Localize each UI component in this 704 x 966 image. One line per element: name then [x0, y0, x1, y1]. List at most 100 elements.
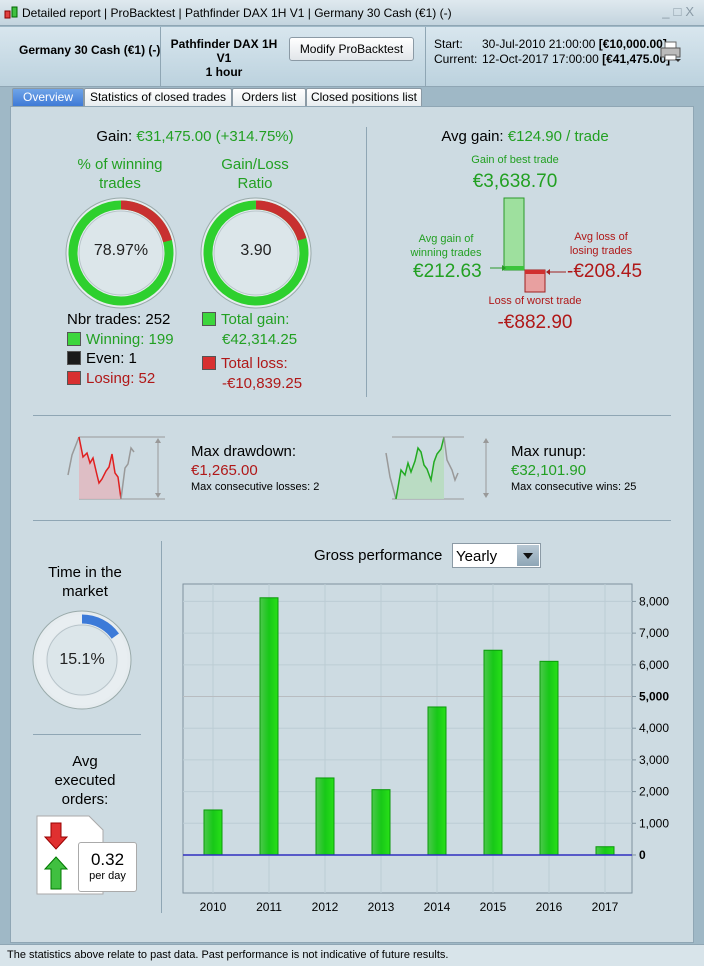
donut-fill: [120, 200, 172, 243]
winning-donut: [65, 197, 177, 309]
orders-value: 0.32: [90, 850, 125, 869]
bar-2015: [483, 649, 503, 856]
modify-probacktest-button[interactable]: Modify ProBacktest: [289, 37, 414, 61]
winning-swatch-icon: [67, 331, 81, 346]
timeframe: 1 hour: [205, 65, 243, 79]
y-tick-label: 1,000: [639, 816, 669, 830]
ratio-title: Ratio: [237, 175, 273, 192]
y-tick-label: 5,000: [639, 690, 669, 704]
orders-title: executed: [54, 772, 116, 789]
tab-orders-list[interactable]: Orders list: [232, 88, 306, 106]
title-part: Germany 30 Cash (€1) (-): [314, 6, 452, 20]
avg-loss-label: Avg loss of: [574, 231, 628, 243]
current-label: Current:: [434, 52, 478, 66]
bar-2013: [371, 789, 391, 856]
y-tick-label: 8,000: [639, 594, 669, 608]
time-market-value: 15.1%: [59, 651, 105, 668]
orders-title: Avg: [72, 753, 98, 770]
drawdown-sparkline: [67, 436, 165, 500]
bar-2011: [259, 597, 279, 856]
period-select[interactable]: Yearly: [452, 543, 541, 568]
drawdown-label: Max drawdown:: [191, 443, 297, 460]
start-value: [€10,000.00]: [598, 37, 667, 51]
window-title: Detailed report | ProBacktest | Pathfind…: [22, 6, 452, 20]
y-tick-label: 3,000: [639, 753, 669, 767]
start-date: 30-Jul-2010 21:00:00: [482, 37, 596, 51]
worst-trade-label: Loss of worst trade: [488, 295, 582, 307]
x-tick-label: 2013: [368, 900, 395, 914]
losing-count: Losing: 52: [86, 369, 156, 387]
bar-2014: [427, 706, 447, 856]
winning-count: Winning: 199: [86, 330, 174, 348]
orders-unit: per day: [89, 870, 126, 882]
gain-value: €31,475.00 (+314.75%): [136, 128, 294, 145]
total-loss-value: -€10,839.25: [222, 374, 303, 392]
avg-loss-label: losing trades: [569, 245, 633, 257]
gain-label: Gain:: [96, 128, 133, 145]
x-tick-label: 2014: [424, 900, 451, 914]
total-loss-label: Total loss:: [221, 355, 288, 372]
runup-value: €32,101.90: [511, 462, 587, 479]
winning-pct: 78.97%: [93, 242, 149, 259]
bar-2012: [315, 777, 335, 856]
bar-2017: [595, 846, 615, 856]
title-part: Pathfinder DAX 1H V1: [185, 6, 305, 20]
total-gain-label: Total gain:: [221, 311, 290, 328]
avg-gain-label: Avg gain:: [441, 128, 504, 145]
avg-gain-value: €124.90 / trade: [507, 128, 609, 145]
start-label: Start:: [434, 37, 463, 51]
orders-title: orders:: [61, 791, 109, 808]
minimize-button[interactable]: _: [662, 4, 674, 19]
x-tick-label: 2016: [536, 900, 563, 914]
runup-label: Max runup:: [511, 443, 587, 460]
best-trade-label: Gain of best trade: [471, 154, 559, 166]
even-swatch-icon: [67, 351, 81, 365]
nbr-trades: Nbr trades: 252: [67, 311, 171, 328]
time-market-donut: [32, 610, 132, 710]
winning-title: % of winning: [77, 156, 163, 173]
tab-closed-positions-list[interactable]: Closed positions list: [306, 88, 422, 106]
drawdown-value: €1,265.00: [191, 462, 258, 479]
perf-title: Gross performance: [314, 547, 443, 564]
worst-trade-value: -€882.90: [497, 312, 573, 333]
y-tick-label: 4,000: [639, 721, 669, 735]
winning-title: trades: [99, 175, 141, 192]
best-trade-value: €3,638.70: [472, 171, 558, 192]
disclaimer: The statistics above relate to past data…: [0, 944, 704, 966]
runup-sparkline: [385, 436, 489, 500]
report-header: Germany 30 Cash (€1) (-) Pathfinder DAX …: [0, 27, 704, 87]
x-tick-label: 2015: [480, 900, 507, 914]
y-tick-label: 7,000: [639, 626, 669, 640]
x-tick-label: 2012: [312, 900, 339, 914]
period-value: Yearly: [456, 548, 498, 565]
donut-fill: [81, 614, 119, 639]
gain-summary: Gain: €31,475.00 (+314.75%): [40, 128, 350, 145]
max-consecutive-wins: Max consecutive wins: 25: [511, 481, 637, 493]
avg-loss-value: -€208.45: [567, 261, 643, 282]
x-tick-label: 2017: [592, 900, 619, 914]
chevron-down-icon[interactable]: [517, 545, 539, 566]
maximize-button[interactable]: □: [673, 4, 686, 19]
y-tick-label: 6,000: [639, 658, 669, 672]
y-tick-label: 2,000: [639, 785, 669, 799]
tab-overview[interactable]: Overview: [12, 88, 84, 106]
time-market-title: Time in the: [48, 564, 122, 581]
plot-area: [182, 583, 633, 894]
y-tick-label: 0: [639, 848, 646, 862]
max-consecutive-losses: Max consecutive losses: 2: [191, 481, 320, 493]
total-gain-value: €42,314.25: [222, 330, 298, 348]
x-tick-label: 2010: [200, 900, 227, 914]
close-button[interactable]: X: [685, 4, 698, 19]
time-market-title: market: [62, 583, 108, 600]
tab-statistics-closed-trades[interactable]: Statistics of closed trades: [84, 88, 232, 106]
ratio-value: 3.90: [240, 242, 272, 259]
title-part: ProBacktest: [110, 6, 176, 20]
avg-gain-summary: Avg gain: €124.90 / trade: [380, 128, 670, 145]
avg-win-label: Avg gain of: [418, 233, 474, 245]
x-tick-label: 2011: [256, 900, 282, 914]
bar-2010: [203, 809, 223, 856]
losing-swatch-icon: [67, 370, 81, 385]
print-icon[interactable]: [659, 41, 683, 63]
even-count: Even: 1: [86, 350, 137, 367]
donut-fill: [255, 200, 307, 241]
